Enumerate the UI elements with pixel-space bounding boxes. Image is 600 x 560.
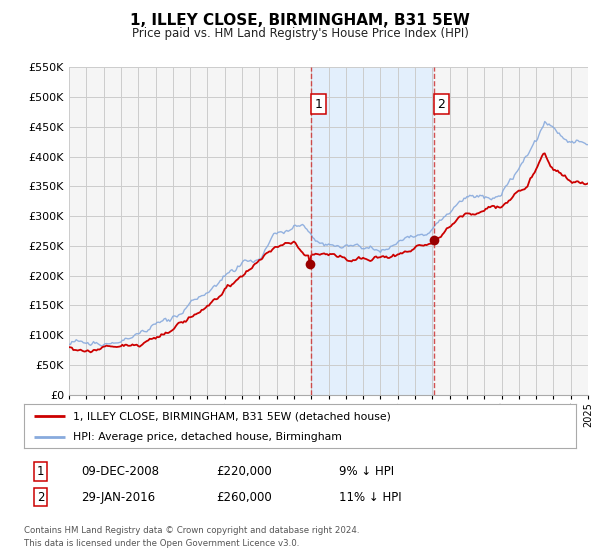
Text: 29-JAN-2016: 29-JAN-2016 [81,491,155,504]
Text: 9% ↓ HPI: 9% ↓ HPI [339,465,394,478]
Text: Price paid vs. HM Land Registry's House Price Index (HPI): Price paid vs. HM Land Registry's House … [131,27,469,40]
Text: 1: 1 [314,97,323,111]
Text: 2: 2 [437,97,445,111]
Text: Contains HM Land Registry data © Crown copyright and database right 2024.: Contains HM Land Registry data © Crown c… [24,526,359,535]
Text: This data is licensed under the Open Government Licence v3.0.: This data is licensed under the Open Gov… [24,539,299,548]
Text: 1, ILLEY CLOSE, BIRMINGHAM, B31 5EW (detached house): 1, ILLEY CLOSE, BIRMINGHAM, B31 5EW (det… [73,411,391,421]
Text: 11% ↓ HPI: 11% ↓ HPI [339,491,401,504]
Text: 1: 1 [37,465,44,478]
Text: 1, ILLEY CLOSE, BIRMINGHAM, B31 5EW: 1, ILLEY CLOSE, BIRMINGHAM, B31 5EW [130,13,470,28]
Text: 09-DEC-2008: 09-DEC-2008 [81,465,159,478]
Bar [311,67,434,395]
Text: 2: 2 [37,491,44,504]
Text: £260,000: £260,000 [216,491,272,504]
Text: HPI: Average price, detached house, Birmingham: HPI: Average price, detached house, Birm… [73,432,341,442]
Text: £220,000: £220,000 [216,465,272,478]
